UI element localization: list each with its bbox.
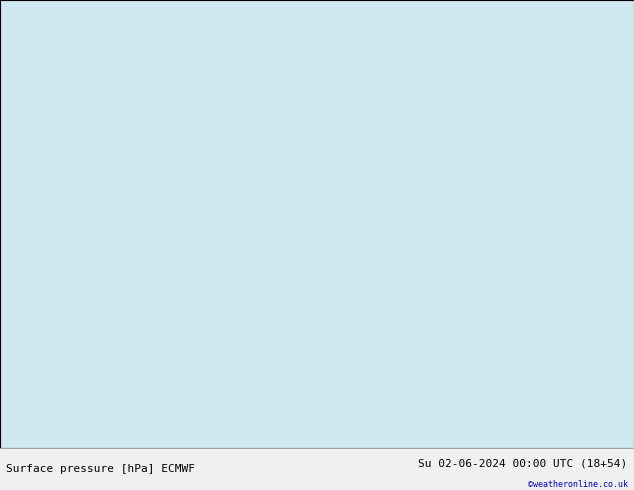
Text: ©weatheronline.co.uk: ©weatheronline.co.uk — [527, 480, 628, 489]
Text: Su 02-06-2024 00:00 UTC (18+54): Su 02-06-2024 00:00 UTC (18+54) — [418, 458, 628, 468]
Bar — [0, 448, 634, 490]
Text: Surface pressure [hPa] ECMWF: Surface pressure [hPa] ECMWF — [6, 465, 195, 474]
